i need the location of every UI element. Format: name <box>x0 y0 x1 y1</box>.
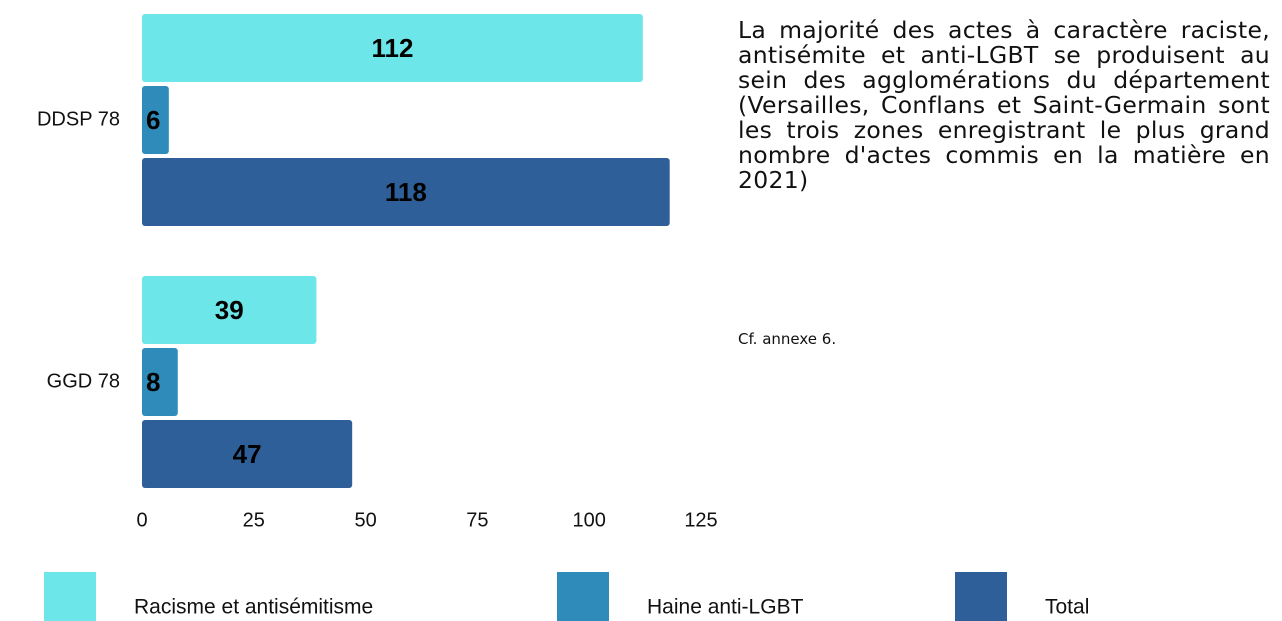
value-label: 6 <box>146 105 160 135</box>
legend-label: Racisme et antisémitisme <box>134 596 373 619</box>
legend-swatch <box>557 572 609 621</box>
value-label: 8 <box>146 367 160 397</box>
bar <box>142 158 670 226</box>
bar <box>142 276 317 344</box>
bar <box>142 348 178 416</box>
annotation: La majorité des actes à caractère racist… <box>738 16 1270 194</box>
bar <box>142 86 169 154</box>
y-tick-label: DDSP 78 <box>37 108 120 130</box>
x-tick-label: 50 <box>354 509 376 531</box>
x-tick-label: 125 <box>684 509 717 531</box>
legend-swatch <box>955 572 1007 621</box>
bar <box>142 420 353 488</box>
value-label: 118 <box>385 177 427 207</box>
value-label: 47 <box>233 439 262 469</box>
legend-label: Haine anti-LGBT <box>647 596 804 619</box>
x-tick-label: 25 <box>243 509 265 531</box>
y-tick-label: GGD 78 <box>47 370 120 392</box>
legend-swatch <box>44 572 96 621</box>
bar <box>142 14 643 82</box>
note: Cf. annexe 6. <box>738 330 837 348</box>
x-tick-label: 75 <box>466 509 488 531</box>
x-tick-label: 0 <box>136 509 147 531</box>
value-label: 112 <box>371 33 413 63</box>
legend-label: Total <box>1045 596 1089 619</box>
x-tick-label: 100 <box>573 509 606 531</box>
value-label: 39 <box>215 295 244 325</box>
